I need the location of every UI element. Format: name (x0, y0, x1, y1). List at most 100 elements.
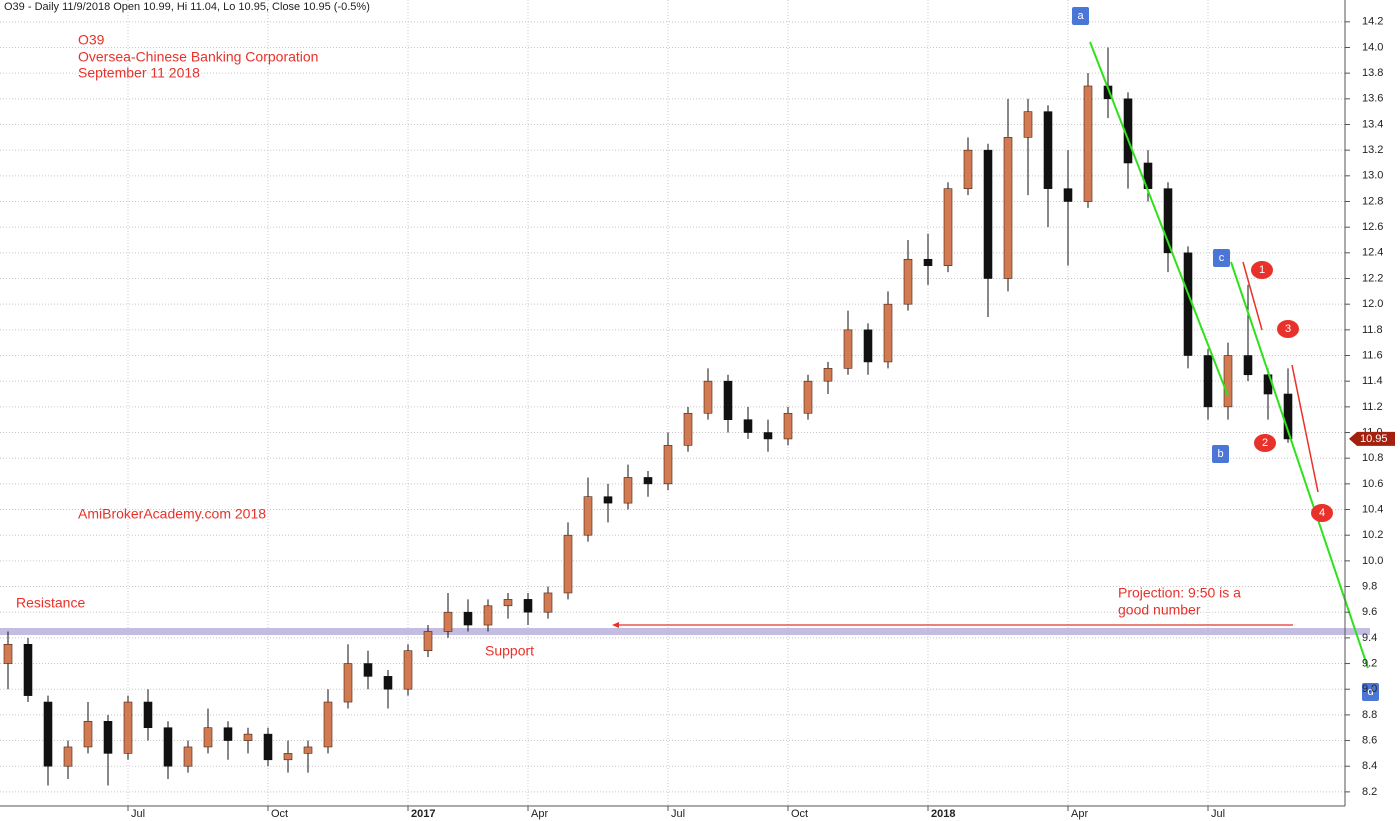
candle-body (163, 727, 173, 767)
count-marker: 1 (1251, 261, 1273, 279)
y-tick-label: 10.2 (1362, 529, 1383, 541)
candle-body (83, 720, 93, 748)
candle-body (43, 701, 53, 767)
y-tick-label: 10.6 (1362, 478, 1383, 490)
site-label: AmiBrokerAcademy.com 2018 (78, 506, 266, 522)
y-tick-label: 12.4 (1362, 247, 1383, 259)
y-tick-label: 12.6 (1362, 221, 1383, 233)
candle-body (1203, 355, 1213, 408)
y-tick-label: 12.0 (1362, 298, 1383, 310)
count-label: 1 (1259, 264, 1265, 276)
candle-body (543, 592, 553, 613)
candle-body (623, 477, 633, 504)
candle-body (1023, 111, 1033, 138)
candle-body (923, 258, 933, 266)
candle-body (963, 149, 973, 189)
x-tick-label: Oct (791, 808, 808, 820)
x-tick-label: Jul (131, 808, 145, 820)
wave-marker: a (1072, 7, 1089, 25)
y-tick-label: 8.8 (1362, 709, 1377, 721)
candle-body (743, 419, 753, 433)
candle-body (863, 329, 873, 363)
price-tag-label: 10.95 (1360, 433, 1388, 445)
y-tick-label: 9.8 (1362, 580, 1377, 592)
candle-body (1043, 111, 1053, 189)
candle-body (663, 445, 673, 485)
candle-body (363, 663, 373, 677)
y-tick-label: 11.8 (1362, 324, 1383, 336)
y-tick-label: 10.0 (1362, 555, 1383, 567)
wave-label: c (1219, 252, 1225, 264)
candle-body (1223, 355, 1233, 408)
candle-body (123, 701, 133, 754)
candle-body (1183, 252, 1193, 356)
candle-body (183, 746, 193, 767)
projection-label: Projection: 9:50 is a (1118, 585, 1241, 601)
wave-label: b (1217, 448, 1223, 460)
candle-body (843, 329, 853, 369)
resistance-label: Resistance (16, 595, 85, 611)
trend-line (1242, 261, 1263, 331)
y-tick-label: 9.0 (1362, 683, 1377, 695)
candle-body (723, 380, 733, 420)
candle-body (603, 496, 613, 504)
y-tick-label: 11.2 (1362, 401, 1383, 413)
candle-body (803, 380, 813, 414)
subtitle: September 11 2018 (78, 65, 200, 81)
projection-label: good number (1118, 602, 1201, 618)
y-tick-label: 11.6 (1362, 349, 1383, 361)
candle-body (403, 650, 413, 690)
candle-body (1243, 355, 1253, 376)
y-tick-label: 12.2 (1362, 272, 1383, 284)
y-tick-label: 9.2 (1362, 657, 1377, 669)
candle-body (683, 412, 693, 446)
candles (3, 47, 1293, 786)
candle-body (303, 746, 313, 754)
candle-body (883, 303, 893, 363)
header: O39 - Daily 11/9/2018 Open 10.99, Hi 11.… (4, 1, 370, 13)
y-tick-label: 11.4 (1362, 375, 1383, 387)
x-tick-label: Apr (1071, 808, 1088, 820)
y-tick-label: 13.6 (1362, 93, 1383, 105)
subtitle: Oversea-Chinese Banking Corporation (78, 49, 318, 65)
x-tick-label: 2017 (411, 808, 435, 820)
y-tick-label: 13.4 (1362, 118, 1383, 130)
candle-body (703, 380, 713, 414)
arrow-head (612, 622, 619, 629)
x-tick-label: Jul (671, 808, 685, 820)
price-tag (1349, 431, 1395, 446)
candle-body (1083, 85, 1093, 202)
wave-marker: b (1212, 445, 1229, 463)
candle-body (63, 746, 73, 767)
candle-body (903, 258, 913, 305)
y-tick-label: 13.2 (1362, 144, 1383, 156)
candle-body (323, 701, 333, 748)
candle-body (343, 663, 353, 703)
candle-body (563, 534, 573, 594)
candle-body (463, 611, 473, 626)
candle-body (1163, 188, 1173, 254)
candle-body (783, 412, 793, 440)
y-tick-label: 9.6 (1362, 606, 1377, 618)
y-tick-label: 8.2 (1362, 786, 1377, 798)
count-label: 3 (1285, 323, 1291, 335)
candle-body (943, 188, 953, 266)
candle-body (223, 727, 233, 741)
trend-line (1089, 41, 1229, 397)
y-tick-label: 9.4 (1362, 632, 1377, 644)
y-tick-label: 8.4 (1362, 760, 1377, 772)
y-tick-label: 14.0 (1362, 41, 1383, 53)
candle-body (143, 701, 153, 729)
support-label: Support (485, 643, 534, 659)
wave-label: a (1077, 10, 1084, 22)
trend-line (1291, 364, 1319, 493)
wave-marker: d (1362, 683, 1379, 701)
chart-title: O39 (78, 32, 105, 48)
candle-body (443, 611, 453, 632)
candle-body (643, 477, 653, 485)
candle-body (583, 496, 593, 536)
wave-marker: c (1213, 249, 1230, 267)
candle-body (503, 599, 513, 607)
